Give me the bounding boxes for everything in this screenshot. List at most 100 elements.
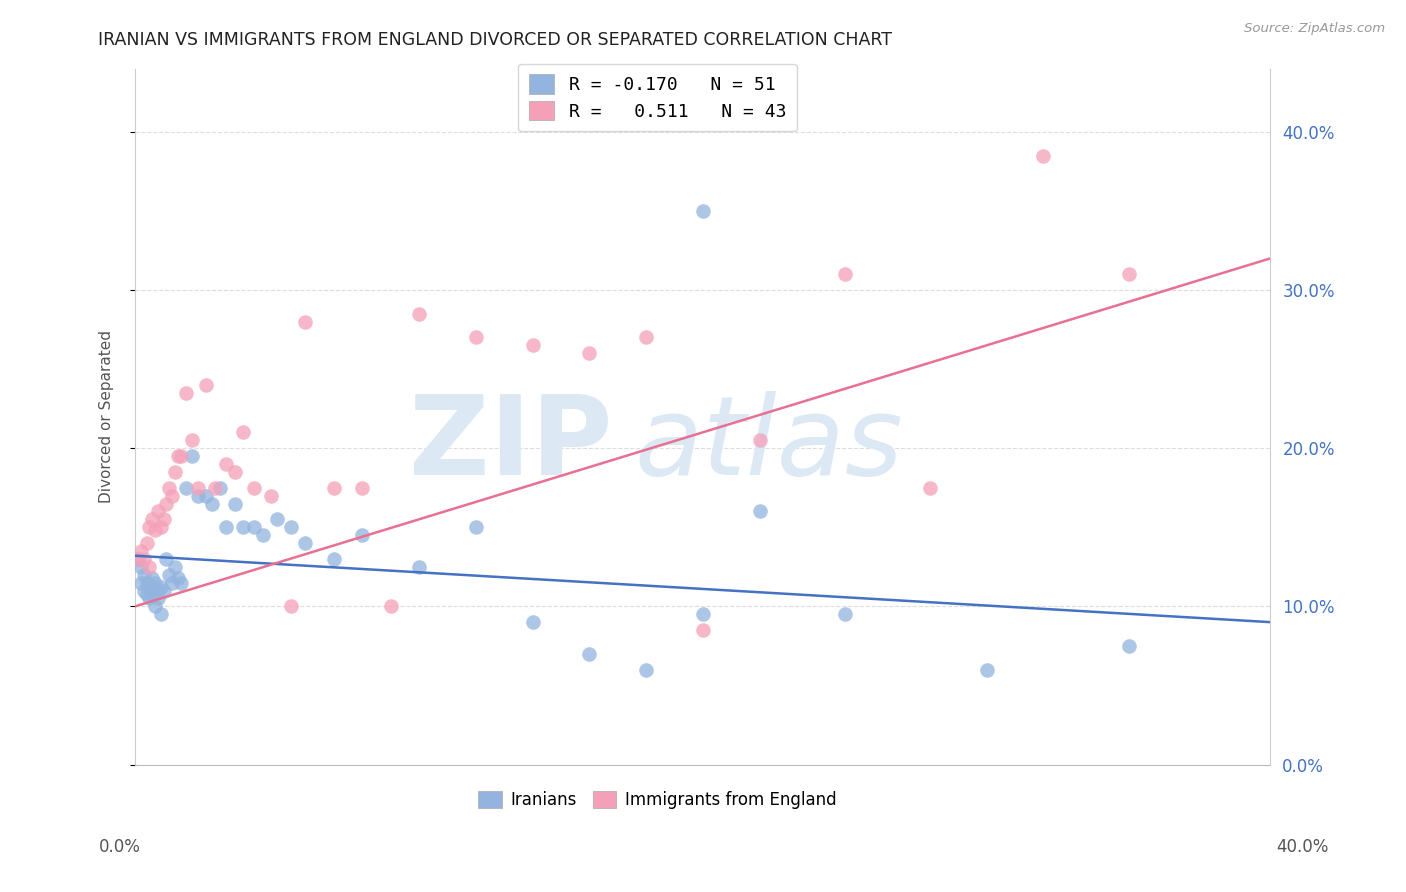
Text: 40.0%: 40.0% (1277, 838, 1329, 855)
Text: ZIP: ZIP (409, 391, 612, 498)
Point (129, 544, 152, 558)
Point (174, 385, 197, 400)
Point (135, 575, 157, 590)
Point (280, 599, 302, 614)
Point (578, 346, 600, 360)
Text: 0.0%: 0.0% (98, 838, 141, 855)
Point (408, 307, 430, 321)
Point (143, 575, 166, 590)
Point (146, 583, 169, 598)
Point (141, 571, 163, 585)
Point (160, 489, 183, 503)
Point (135, 536, 157, 550)
Point (149, 520, 172, 534)
Point (464, 520, 486, 534)
Point (195, 489, 218, 503)
Point (266, 512, 288, 526)
Point (146, 504, 169, 518)
Point (129, 575, 152, 590)
Point (127, 552, 149, 566)
Point (209, 481, 232, 495)
Point (141, 512, 163, 526)
Point (152, 583, 174, 598)
Point (224, 465, 246, 479)
Point (976, 663, 998, 677)
Point (243, 520, 266, 534)
Legend: Iranians, Immigrants from England: Iranians, Immigrants from England (472, 784, 844, 815)
Point (187, 481, 209, 495)
Point (408, 559, 430, 574)
Point (138, 580, 160, 594)
Point (464, 330, 486, 344)
Point (149, 607, 172, 622)
Point (578, 647, 600, 661)
Point (1118, 639, 1140, 653)
Point (204, 481, 226, 495)
Point (748, 434, 770, 448)
Point (692, 203, 714, 218)
Point (834, 607, 856, 622)
Point (152, 512, 174, 526)
Point (280, 520, 302, 534)
Point (215, 520, 238, 534)
Point (141, 587, 163, 601)
Point (169, 449, 191, 463)
Point (155, 552, 177, 566)
Point (1118, 267, 1140, 281)
Point (166, 571, 188, 585)
Point (169, 575, 191, 590)
Point (135, 587, 157, 601)
Point (834, 267, 856, 281)
Point (143, 599, 166, 614)
Point (1032, 148, 1054, 162)
Point (692, 607, 714, 622)
Point (322, 481, 344, 495)
Point (155, 496, 177, 510)
Point (294, 315, 316, 329)
Point (380, 599, 402, 614)
Point (224, 496, 246, 510)
Point (132, 567, 155, 582)
Point (232, 520, 254, 534)
Point (260, 489, 283, 503)
Point (143, 524, 166, 538)
Point (201, 496, 224, 510)
Point (138, 591, 160, 606)
Text: Source: ZipAtlas.com: Source: ZipAtlas.com (1244, 22, 1385, 36)
Point (636, 663, 658, 677)
Point (692, 623, 714, 637)
Point (243, 481, 266, 495)
Point (163, 465, 186, 479)
Point (138, 559, 160, 574)
Point (294, 536, 316, 550)
Point (163, 559, 186, 574)
Point (146, 591, 169, 606)
Point (132, 583, 155, 598)
Point (232, 425, 254, 440)
Point (132, 552, 155, 566)
Point (174, 481, 197, 495)
Point (181, 449, 204, 463)
Point (215, 457, 238, 471)
Point (187, 489, 209, 503)
Point (748, 504, 770, 518)
Point (157, 481, 180, 495)
Text: atlas: atlas (634, 391, 903, 498)
Point (127, 552, 149, 566)
Point (322, 552, 344, 566)
Point (195, 377, 218, 392)
Point (918, 481, 941, 495)
Point (157, 567, 180, 582)
Point (352, 481, 374, 495)
Point (352, 528, 374, 542)
Text: IRANIAN VS IMMIGRANTS FROM ENGLAND DIVORCED OR SEPARATED CORRELATION CHART: IRANIAN VS IMMIGRANTS FROM ENGLAND DIVOR… (98, 31, 893, 49)
Point (636, 330, 658, 344)
Point (129, 559, 152, 574)
Y-axis label: Divorced or Separated: Divorced or Separated (100, 330, 114, 503)
Point (522, 338, 544, 352)
Point (181, 434, 204, 448)
Point (166, 449, 188, 463)
Point (252, 528, 274, 542)
Point (522, 615, 544, 629)
Point (160, 575, 183, 590)
